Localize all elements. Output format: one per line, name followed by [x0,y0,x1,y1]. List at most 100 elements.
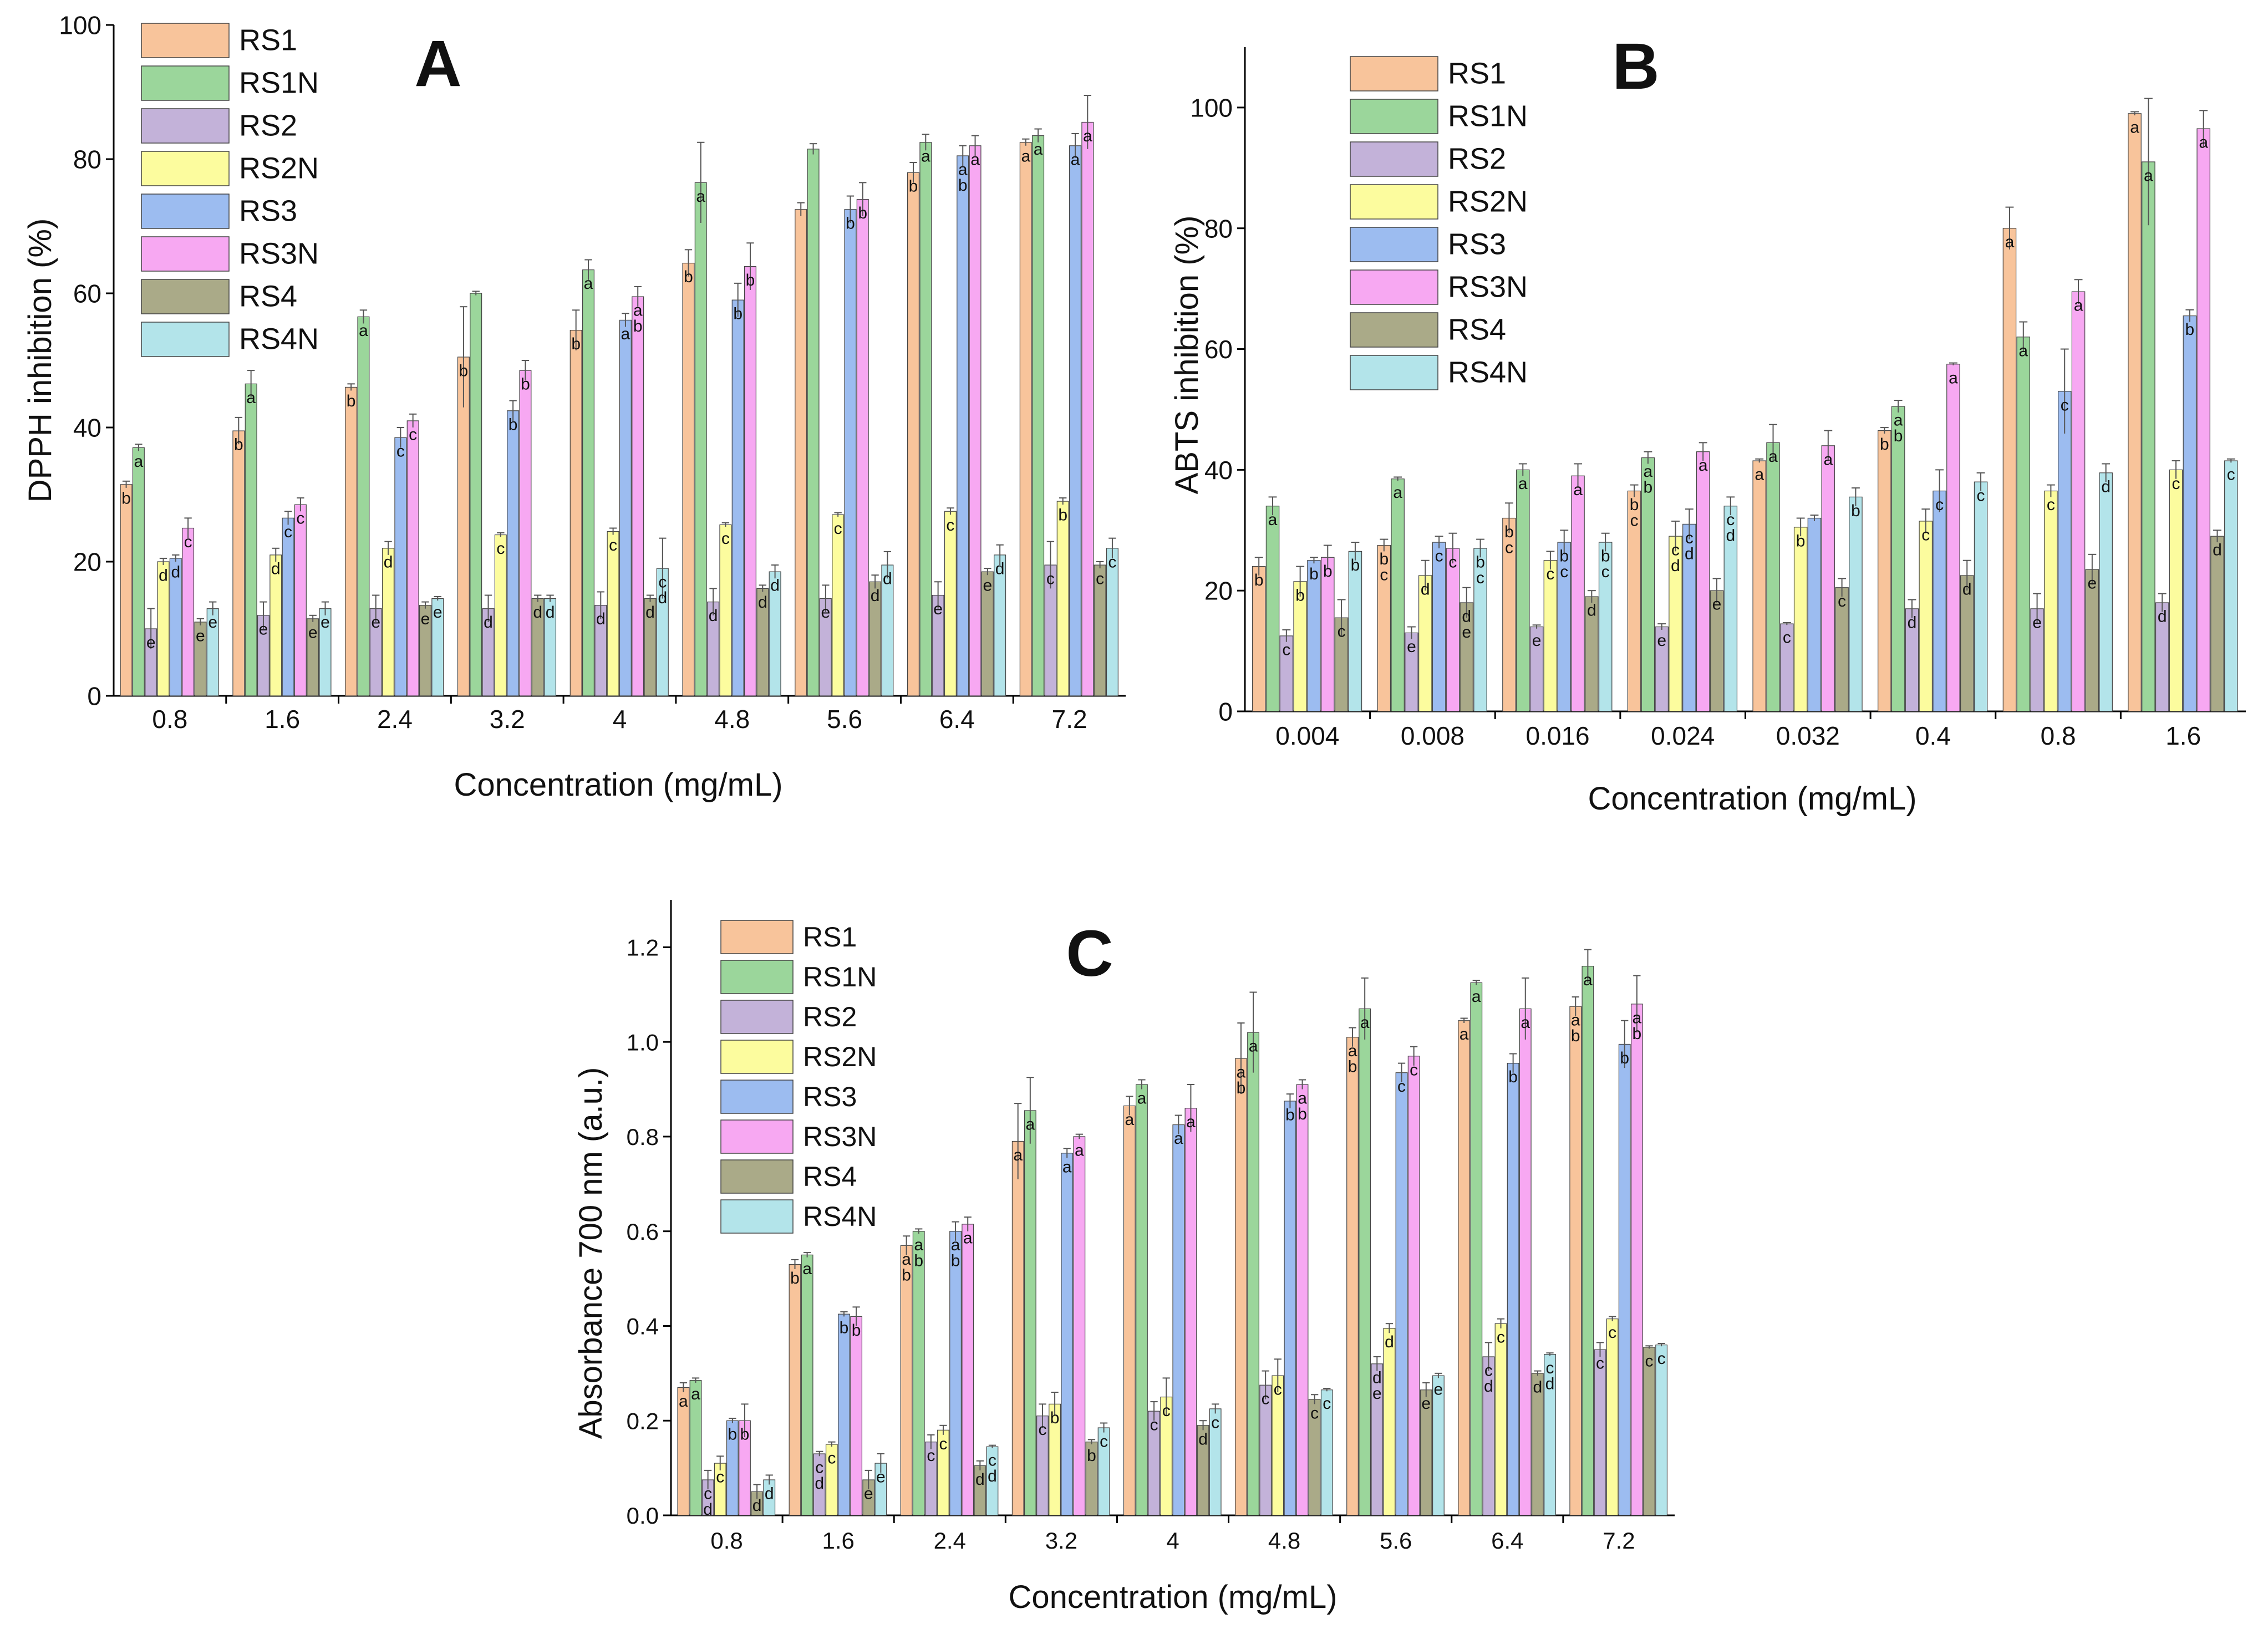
panel-a-bar-rs1n [245,383,257,696]
panel-b-bar-rs1n [2142,161,2155,712]
panel-a-significance-letter: a [970,150,980,169]
panel-b-significance-letter: d [1421,580,1430,598]
panel-a-legend-label: RS2 [239,109,297,142]
panel-a-legend-swatch-rs2 [141,108,230,144]
panel-c-significance-letter: d [1545,1375,1555,1393]
panel-a-significance-letter: a [246,389,256,407]
panel-c-significance-letter: c [1274,1381,1282,1399]
panel-a-significance-letter: b [234,436,243,454]
panel-a-significance-letter: c [1046,570,1055,588]
panel-a-significance-letter: e [259,620,268,638]
panel-c-legend-swatch-rs1n [720,960,794,994]
panel-c-bar-rs1 [1458,1020,1471,1516]
panel-c-significance-letter: e [876,1468,886,1487]
panel-b-significance-letter: e [1462,623,1471,642]
panel-c-significance-letter: a [1633,1009,1642,1027]
panel-c-y-tick-label: 1.0 [627,1029,659,1055]
panel-c-bar-rs2n [1383,1328,1396,1516]
panel-b-legend-label: RS4N [1448,355,1528,389]
panel-b-significance-letter: c [1726,511,1735,529]
panel-c-significance-letter: b [1508,1068,1518,1086]
panel-b-significance-letter: c [1601,563,1610,581]
panel-a-significance-letter: b [846,214,855,232]
panel-a-significance-letter: d [770,577,780,595]
panel-c-significance-letter: a [1137,1090,1147,1108]
panel-c-significance-letter: a [1125,1111,1134,1129]
panel-b-significance-letter: c [1671,541,1680,559]
panel-b-significance-letter: d [2101,477,2111,496]
panel-a-significance-letter: c [609,536,617,554]
panel-a-bar-rs2n [607,531,619,696]
panel-a-significance-letter: c [721,530,730,548]
panel-b-y-tick-label: 80 [1204,214,1233,243]
panel-c-legend-label: RS2 [803,1001,857,1032]
panel-b-legend-swatch-rs4n [1350,355,1438,390]
panel-c-significance-letter: b [1285,1106,1295,1124]
panel-a-y-tick-label: 100 [59,11,101,40]
panel-c-x-tick-label: 4 [1166,1528,1179,1554]
panel-a-y-tick-label: 40 [73,414,101,442]
panel-a-bar-rs1 [232,430,245,696]
panel-b-significance-letter: b [1254,571,1264,589]
panel-b-legend-swatch-rs2 [1350,141,1438,177]
panel-b-significance-letter: a [1755,466,1764,484]
panel-b-x-axis-title: Concentration (mg/mL) [1588,781,1916,817]
panel-a-bar-rs3n [632,296,644,696]
panel-a-bar-rs3n [1081,121,1094,696]
panel-b-significance-letter: b [2185,320,2195,339]
panel-c-y-tick-label: 0.4 [627,1314,659,1340]
panel-b-significance-letter: d [1962,580,1972,598]
panel-a-legend-swatch-rs3 [141,194,230,229]
panel-a-significance-letter: e [421,610,430,628]
panel-b-legend-swatch-rs3n [1350,269,1438,305]
panel-a-significance-letter: a [1021,147,1030,165]
panel-b-significance-letter: b [1880,435,1889,454]
panel-c-bar-rs3n [1630,1004,1643,1516]
panel-c-significance-letter: c [1038,1421,1046,1439]
panel-a-x-tick-label: 7.2 [1052,705,1087,734]
panel-b-bar-rs1 [1878,430,1891,712]
panel-b-bar-rs2n [1793,527,1808,712]
panel-b-significance-letter: d [1685,544,1694,563]
panel-a-x-tick-label: 4 [613,705,627,734]
panel-c-significance-letter: b [951,1252,960,1270]
panel-b-significance-letter: e [1532,632,1542,650]
panel-a-significance-letter: c [496,539,505,558]
panel-c-bar-rs1n [1136,1084,1148,1516]
panel-c-significance-letter: a [679,1392,688,1411]
panel-c-bar-rs3 [1507,1062,1519,1516]
panel-a-legend-swatch-rs1 [141,23,230,58]
panel-c-legend-label: RS1 [803,922,857,953]
panel-a-significance-letter: a [359,322,368,340]
panel-b-bar-rs3 [2057,391,2072,712]
panel-a-significance-letter: e [146,634,156,652]
panel-a-bar-rs1n [470,293,482,696]
panel-a-significance-letter: b [459,362,469,380]
panel-c-significance-letter: a [1571,1011,1580,1030]
panel-c-bar-rs3 [1284,1101,1296,1516]
panel-b-legend-label: RS1 [1448,57,1506,90]
panel-b-significance-letter: b [1894,427,1903,445]
panel-a-bar-rs3n [294,504,307,696]
panel-a-significance-letter: b [508,415,518,434]
panel-c-significance-letter: c [716,1468,724,1487]
panel-a-significance-letter: e [208,613,217,632]
panel-c-bar-rs1 [1123,1105,1136,1516]
panel-a-bar-rs1 [569,329,582,696]
panel-c-significance-letter: b [790,1269,800,1287]
panel-a-bar-rs1n [357,316,370,696]
panel-a-legend-swatch-rs1n [141,65,230,101]
panel-b-significance-letter: c [1476,569,1484,587]
panel-c-significance-letter: a [1075,1141,1084,1159]
panel-c-significance-letter: c [1150,1416,1158,1434]
panel-c-significance-letter: b [852,1321,861,1340]
panel-b-bar-rs3n [2071,291,2086,712]
panel-a-significance-letter: c [658,573,667,592]
panel-a-bar-rs3 [844,209,857,696]
panel-a-significance-letter: d [384,553,393,571]
panel-c-significance-letter: b [728,1426,738,1444]
panel-b-x-tick-label: 0.8 [2041,721,2076,750]
panel-a-significance-letter: e [196,627,205,645]
panel-a-significance-letter: b [858,204,867,222]
